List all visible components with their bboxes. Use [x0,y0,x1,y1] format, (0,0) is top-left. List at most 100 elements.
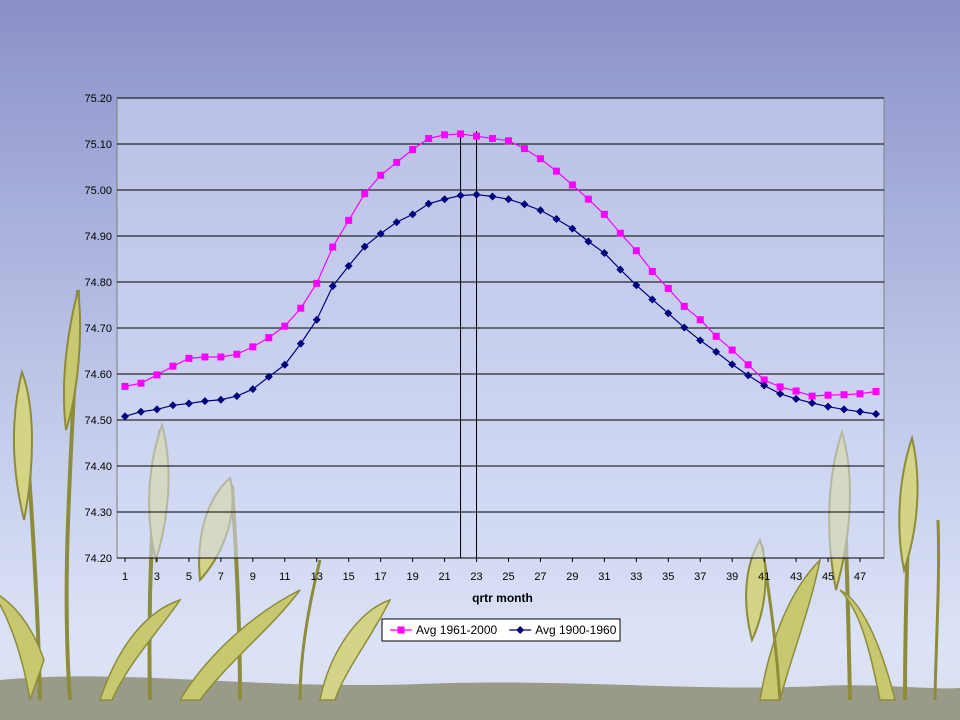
wheat-ear [745,537,767,643]
data-point [185,354,193,362]
y-tick-label: 74.70 [84,323,112,335]
x-tick-label: 45 [822,571,834,583]
data-point [792,387,800,395]
data-point [216,395,225,404]
data-point [712,332,720,340]
wheat-leaf [98,598,182,701]
data-point [232,392,241,401]
x-tick-label: 35 [662,571,674,583]
data-point [728,346,736,354]
data-point [121,382,129,390]
y-tick-label: 75.10 [84,139,112,151]
legend-label: Avg 1900-1960 [535,623,617,637]
x-axis-title: qrtr month [472,591,533,605]
data-point [217,353,225,361]
data-point [520,145,528,153]
x-tick-label: 5 [186,571,192,583]
legend-box [381,618,621,642]
data-point [184,399,193,408]
x-tick-label: 11 [279,571,290,583]
data-point [728,360,737,369]
data-point [552,167,560,175]
data-point [312,315,321,324]
data-point [632,247,640,255]
data-point [824,391,832,399]
data-point [360,242,369,251]
data-point [264,372,273,381]
wheat-ear [12,368,33,521]
data-point [377,171,385,179]
y-tick-label: 74.50 [84,415,112,427]
data-point [696,316,704,324]
wheat-leaf [319,598,392,701]
data-point [249,343,257,351]
data-point [152,405,161,414]
data-point [488,192,497,201]
data-point [600,210,608,218]
series-1 [121,130,880,400]
data-point [393,158,401,166]
data-point [296,339,305,348]
data-point [568,181,576,189]
data-point [536,206,545,215]
x-tick-label: 39 [726,571,738,583]
series-2 [121,190,880,421]
data-point [121,412,129,421]
x-tick-label: 7 [218,571,224,583]
data-point [297,304,305,312]
data-point [840,391,848,399]
x-tick-label: 25 [502,571,514,583]
line-chart: 74.20 74.30 74.40 74.50 74.60 74.70 74.80 74.90… [84,93,885,642]
y-tick-label: 74.30 [84,507,112,519]
wheat-ear [898,434,919,574]
data-point [472,190,481,199]
data-point [425,134,433,142]
wheat-leaf [0,595,45,701]
data-point [776,389,785,398]
x-tick-label: 3 [154,571,160,583]
legend-label: Avg 1961-2000 [416,623,498,637]
data-point [584,237,593,246]
series-layer [121,130,880,421]
y-tick-label: 74.20 [84,553,112,565]
data-point [280,360,289,369]
y-tick-label: 74.40 [84,461,112,473]
x-tick-label: 31 [598,571,610,583]
data-point [440,195,449,204]
data-point [680,302,688,310]
data-point [201,353,209,361]
data-point [872,410,880,419]
x-tick-label: 23 [470,571,482,583]
x-tick-label: 1 [122,571,128,583]
wheat-leaf [759,557,822,701]
data-point [856,390,864,398]
x-tick-label: 19 [406,571,418,583]
data-point [584,195,592,203]
data-point [856,407,865,416]
wheat-leaf [178,589,301,701]
data-point [744,371,753,380]
data-point [409,146,417,154]
x-tick-label: 13 [311,571,323,583]
data-point [616,265,625,274]
data-point [808,392,816,400]
data-point [760,376,768,384]
data-point [664,284,672,292]
data-point [824,402,833,411]
vertical-markers [460,131,478,558]
wheat-ear [62,289,82,431]
data-point [233,350,241,358]
data-point [520,200,529,209]
legend-marker [397,626,405,634]
legend: Avg 1961-2000 Avg 1900-1960 [381,618,621,642]
data-point [392,218,401,227]
y-tick-label: 74.90 [84,231,112,243]
x-tick-label: 33 [630,571,642,583]
x-tick-label: 27 [534,571,546,583]
data-point [648,267,656,275]
y-tick-label: 75.00 [84,185,112,197]
data-point [200,397,209,406]
data-point [153,371,161,379]
data-point [408,210,417,219]
